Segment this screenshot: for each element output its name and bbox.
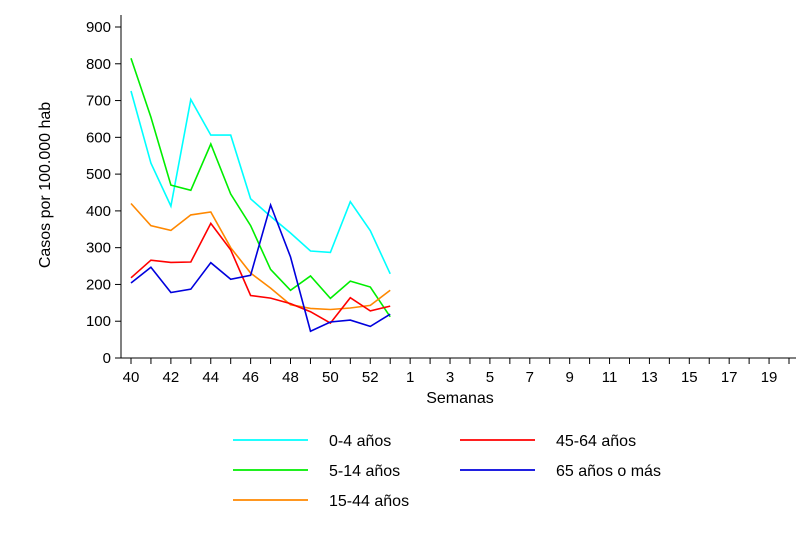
y-tick-label: 700 bbox=[86, 93, 111, 110]
legend-label: 5-14 años bbox=[329, 463, 400, 480]
y-tick-label: 800 bbox=[86, 56, 111, 73]
x-tick-label: 48 bbox=[282, 369, 299, 386]
legend-label: 65 años o más bbox=[556, 463, 661, 480]
x-tick-label: 1 bbox=[406, 369, 414, 386]
x-tick-label: 7 bbox=[526, 369, 534, 386]
legend-label: 0-4 años bbox=[329, 433, 391, 450]
series-line bbox=[130, 58, 391, 318]
x-tick-label: 11 bbox=[602, 369, 618, 386]
x-tick-label: 50 bbox=[322, 369, 339, 386]
x-tick-label: 9 bbox=[565, 369, 573, 386]
y-tick-label: 400 bbox=[86, 203, 111, 220]
y-tick-label: 200 bbox=[86, 276, 111, 293]
x-tick-label: 5 bbox=[486, 369, 494, 386]
x-tick-label: 40 bbox=[123, 369, 140, 386]
series-line bbox=[130, 202, 391, 311]
legend-label: 15-44 años bbox=[329, 493, 409, 510]
series-line bbox=[130, 221, 391, 325]
x-tick-label: 19 bbox=[761, 369, 778, 386]
y-tick-label: 0 bbox=[103, 350, 111, 367]
x-tick-label: 17 bbox=[721, 369, 738, 386]
y-tick-label: 300 bbox=[86, 240, 111, 257]
legend-label: 45-64 años bbox=[556, 433, 636, 450]
x-tick-label: 13 bbox=[641, 369, 658, 386]
series-line bbox=[130, 202, 391, 333]
x-tick-label: 52 bbox=[362, 369, 379, 386]
legend: 0-4 años 45-64 años 5-14 años 65 años o más… bbox=[233, 433, 661, 510]
x-tick-label: 15 bbox=[681, 369, 698, 386]
x-tick-label: 46 bbox=[242, 369, 259, 386]
series-lines bbox=[130, 58, 391, 333]
axes: 0 100 200 300 400 500 600 700 800 900 40 42 44 46 48 50… bbox=[86, 15, 796, 386]
y-tick-label: 100 bbox=[86, 313, 111, 330]
series-line bbox=[130, 90, 391, 275]
y-tick-label: 500 bbox=[86, 166, 111, 183]
x-tick-label: 42 bbox=[163, 369, 180, 386]
x-tick-label: 44 bbox=[202, 369, 219, 386]
y-tick-label: 600 bbox=[86, 129, 111, 146]
y-tick-label: 900 bbox=[86, 19, 111, 36]
y-axis-title: Casos por 100.000 hab bbox=[37, 102, 54, 268]
x-axis-title: Semanas bbox=[426, 390, 494, 407]
x-tick-label: 3 bbox=[446, 369, 454, 386]
